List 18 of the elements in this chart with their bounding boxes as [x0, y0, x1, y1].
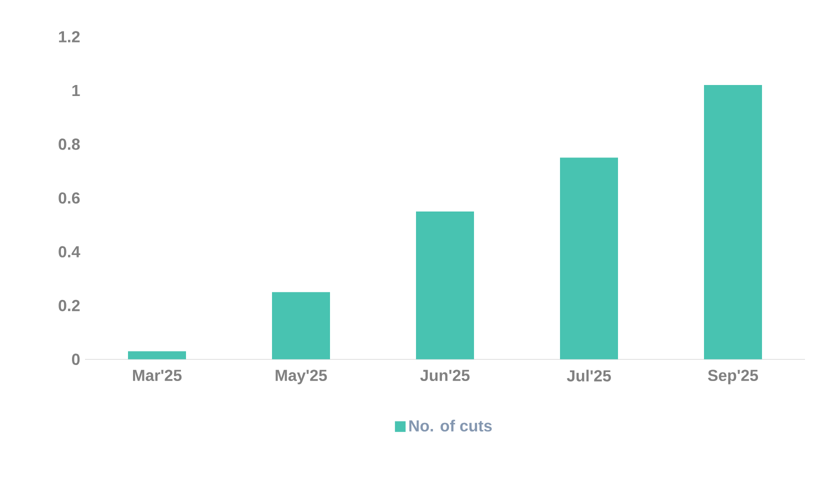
- bar: [128, 351, 186, 360]
- y-tick-label: 0: [72, 354, 80, 365]
- x-tick-label: Jul'25: [566, 370, 611, 382]
- legend-label: No. of cuts: [409, 420, 492, 432]
- bar: [272, 292, 330, 360]
- x-tick-label: Jun'25: [420, 370, 470, 382]
- y-tick-label: 0.6: [58, 192, 80, 204]
- x-tick-label: May'25: [276, 370, 327, 384]
- y-tick-label: 0.4: [58, 246, 80, 258]
- bar: [560, 158, 618, 360]
- bar: [416, 211, 474, 360]
- y-tick-label: 1: [72, 84, 80, 96]
- x-tick-label: Sep'25: [708, 370, 758, 384]
- y-tick-label: 0.2: [58, 300, 80, 312]
- y-tick-label: 0.8: [58, 138, 80, 150]
- x-tick-label: Mar'25: [133, 370, 182, 382]
- bar: [704, 85, 762, 360]
- y-tick-label: 1.2: [59, 31, 80, 42]
